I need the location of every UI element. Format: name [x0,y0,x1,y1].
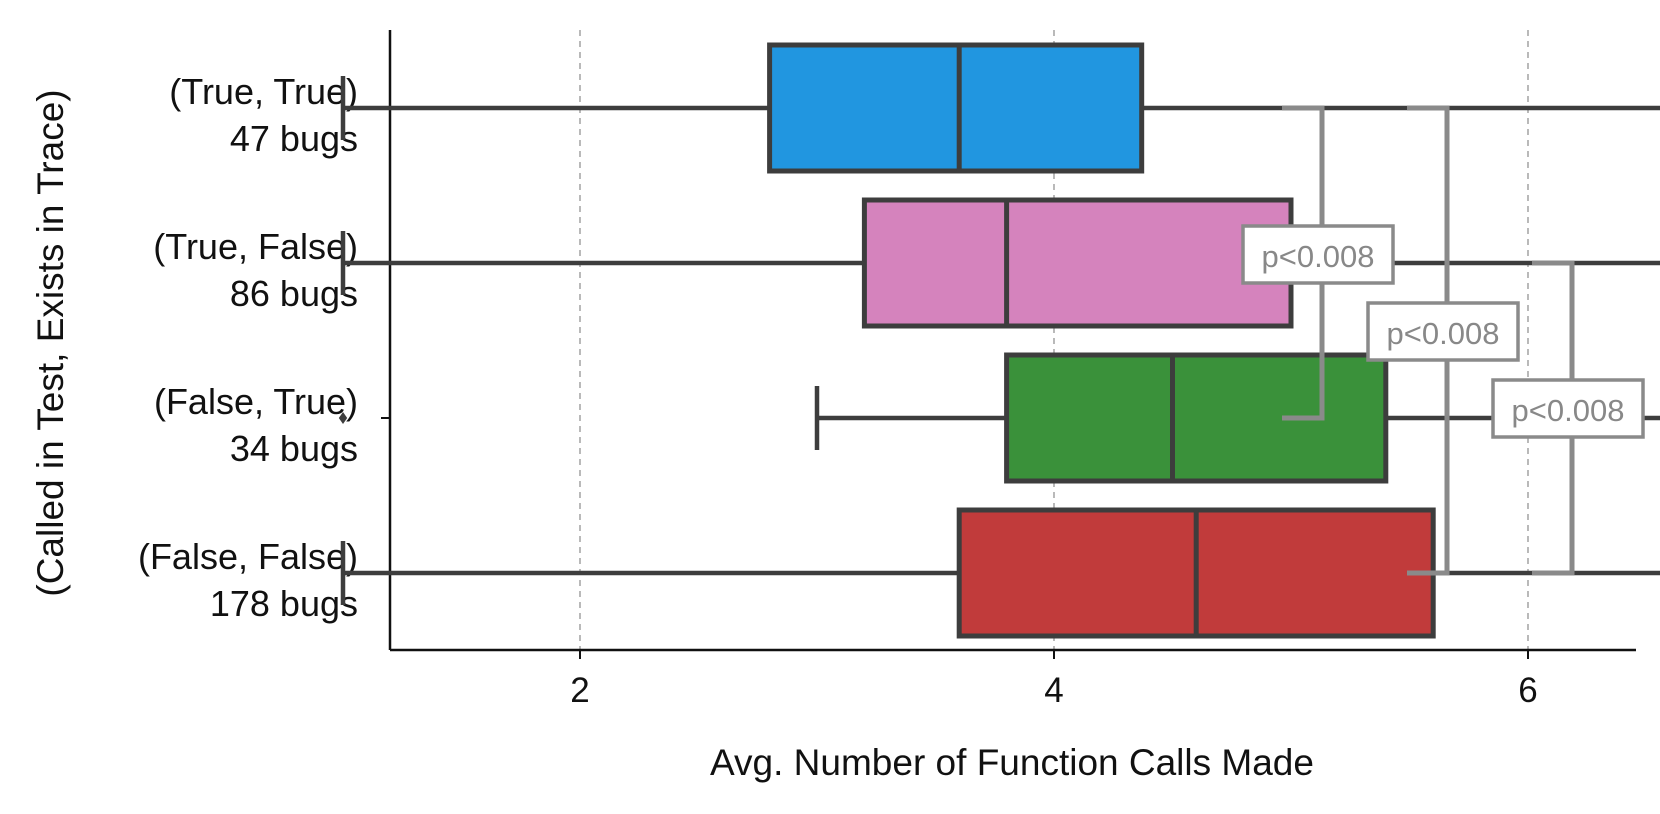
y-tick-label-line2: 34 bugs [230,428,358,469]
pvalue-label: p<0.008 [1512,393,1625,428]
x-tick-label: 6 [1518,671,1537,710]
box-group: (False, False) 178 bugs [138,507,1660,639]
significance-bracket: p<0.008 [1491,260,1645,576]
y-tick-label-line1: (True, True) [169,71,358,112]
x-axis-title: Avg. Number of Function Calls Made [710,742,1314,783]
y-tick-label-line2: 47 bugs [230,118,358,159]
pvalue-label: p<0.008 [1387,316,1500,351]
pvalue-box [1241,224,1395,285]
box-group: (False, True) 34 bugs [154,352,1660,484]
y-tick-label-line2: 178 bugs [210,583,358,624]
pvalue-box [1491,378,1645,439]
x-tick-label: 4 [1044,671,1063,710]
pvalue-label: p<0.008 [1262,239,1375,274]
significance-bracket: p<0.008 [1366,105,1520,576]
outlier-point [338,412,348,424]
y-tick-label-line2: 86 bugs [230,273,358,314]
iqr-box [861,197,1294,329]
pvalue-box [1366,301,1520,362]
y-tick-label-line1: (False, True) [154,381,358,422]
y-tick-label-line1: (False, False) [138,536,358,577]
x-tick-label: 2 [570,671,589,710]
box-group: (True, True) 47 bugs [169,42,1660,174]
iqr-box [767,42,1145,174]
iqr-box [1004,352,1389,484]
y-tick-label-line1: (True, False) [153,226,358,267]
significance-bracket: p<0.008 [1241,105,1395,421]
y-axis-title: (Called in Test, Exists in Trace) [30,89,71,596]
